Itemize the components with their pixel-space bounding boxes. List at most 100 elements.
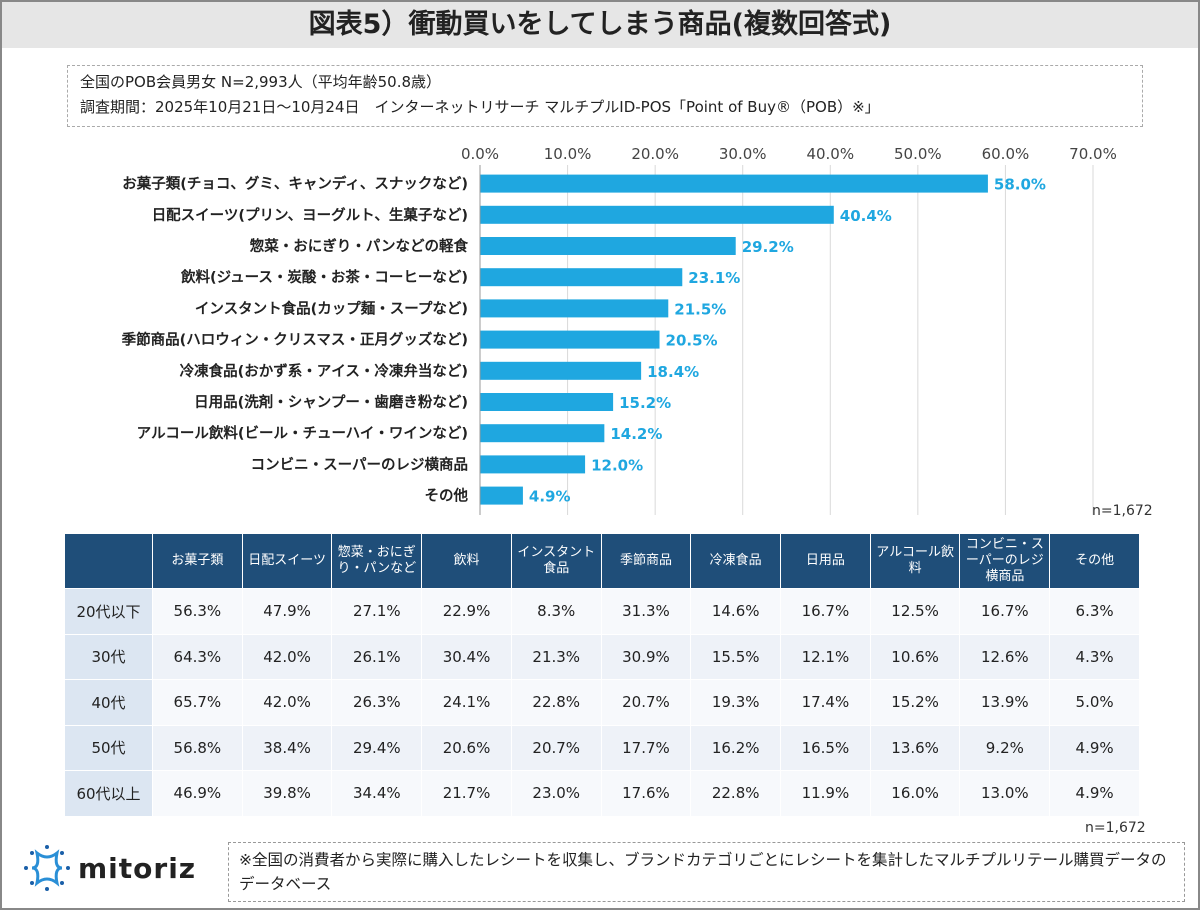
- table-cell: 8.3%: [510, 588, 602, 635]
- table-cell: 4.9%: [1049, 724, 1140, 771]
- data-label: 58.0%: [994, 176, 1046, 194]
- bar: [480, 455, 586, 474]
- table-row: 30代 64.3% 42.0% 26.1% 30.4% 21.3% 30.9% 15.5% 12…: [64, 633, 1140, 680]
- table-cell: 13.9%: [959, 679, 1051, 726]
- bar: [480, 361, 642, 380]
- table-cell: 19.3%: [690, 679, 782, 726]
- column-header: 飲料: [421, 533, 512, 589]
- x-tick-label: 40.0%: [806, 145, 854, 163]
- table-cell: 17.4%: [780, 679, 871, 726]
- info-line-2: 調査期間：2025年10月21日～10月24日 インターネットリサーチ マルチプ…: [80, 98, 880, 116]
- table-cell: 65.7%: [152, 679, 243, 726]
- bar: [480, 299, 669, 318]
- data-label: 18.4%: [647, 363, 699, 381]
- category-label: コンビニ・スーパーのレジ横商品: [251, 455, 468, 473]
- table-cell: 34.4%: [331, 770, 423, 817]
- x-tick-label: 60.0%: [982, 145, 1030, 163]
- table-cell: 21.3%: [510, 633, 602, 680]
- bar: [480, 237, 736, 255]
- table-cell: 30.4%: [421, 633, 512, 680]
- data-label: 21.5%: [674, 300, 726, 318]
- column-header: 季節商品: [600, 533, 692, 589]
- table-cell: 12.6%: [959, 633, 1051, 680]
- column-header: インスタント食品: [510, 533, 602, 589]
- x-tick-label: 10.0%: [544, 145, 592, 163]
- table-cell: 47.9%: [241, 588, 333, 635]
- table-cell: 12.1%: [780, 633, 871, 680]
- table-cell: 13.0%: [959, 770, 1051, 817]
- column-header: その他: [1049, 533, 1140, 589]
- data-label: 15.2%: [619, 394, 671, 412]
- column-header: [64, 533, 153, 589]
- data-label: 40.4%: [840, 207, 892, 225]
- table-cell: 46.9%: [152, 770, 243, 817]
- row-header: 60代以上: [64, 770, 153, 817]
- logo-mark-icon: [24, 845, 70, 891]
- category-label: その他: [425, 487, 469, 505]
- row-header: 30代: [64, 633, 153, 680]
- table-cell: 16.7%: [780, 588, 871, 635]
- table-cell: 29.4%: [331, 724, 423, 771]
- table-cell: 5.0%: [1049, 679, 1140, 726]
- column-header: コンビニ・スーパーのレジ横商品: [959, 533, 1051, 589]
- table-cell: 39.8%: [241, 770, 333, 817]
- footnote: ※全国の消費者から実際に購入したレシートを収集し、ブランドカテゴリごとにレシート…: [228, 842, 1185, 902]
- data-label: 20.5%: [666, 332, 718, 350]
- info-line-1: 全国のPOB会員男女 N=2,993人（平均年齢50.8歳）: [80, 73, 442, 91]
- age-breakdown-table: お菓子類 日配スイーツ 惣菜・おにぎり・パンなど 飲料 インスタント食品 季節商品 冷凍食品…: [64, 533, 1140, 817]
- table-cell: 31.3%: [600, 588, 692, 635]
- bar: [480, 268, 683, 287]
- table-cell: 6.3%: [1049, 588, 1140, 635]
- table-cell: 24.1%: [421, 679, 512, 726]
- table-cell: 10.6%: [869, 633, 961, 680]
- table-cell: 22.8%: [510, 679, 602, 726]
- x-tick-label: 70.0%: [1069, 145, 1117, 163]
- column-header: 冷凍食品: [690, 533, 782, 589]
- table-cell: 17.6%: [600, 770, 692, 817]
- page-title: 図表5）衝動買いをしてしまう商品(複数回答式): [2, 2, 1198, 48]
- table-cell: 14.6%: [690, 588, 782, 635]
- category-label: 日配スイーツ(プリン、ヨーグルト、生菓子など): [152, 206, 468, 224]
- table-cell: 56.8%: [152, 724, 243, 771]
- chart-sample-size: n=1,672: [1092, 503, 1153, 519]
- table-cell: 64.3%: [152, 633, 243, 680]
- table-cell: 42.0%: [241, 679, 333, 726]
- table-cell: 16.0%: [869, 770, 961, 817]
- table-cell: 26.3%: [331, 679, 423, 726]
- column-header: アルコール飲料: [869, 533, 961, 589]
- table-cell: 38.4%: [241, 724, 333, 771]
- table-cell: 20.7%: [600, 679, 692, 726]
- category-label: 惣菜・おにぎり・パンなどの軽食: [250, 237, 469, 255]
- bar: [480, 424, 605, 443]
- table-cell: 56.3%: [152, 588, 243, 635]
- table-row: 60代以上 46.9% 39.8% 34.4% 21.7% 23.0% 17.6% 22.8%…: [64, 770, 1140, 817]
- table-cell: 20.6%: [421, 724, 512, 771]
- category-label: 日用品(洗剤・シャンプー・歯磨き粉など): [194, 393, 468, 411]
- row-header: 40代: [64, 679, 153, 726]
- column-header: 日配スイーツ: [241, 533, 333, 589]
- table-cell: 12.5%: [869, 588, 961, 635]
- table-cell: 21.7%: [421, 770, 512, 817]
- table-cell: 20.7%: [510, 724, 602, 771]
- data-label: 14.2%: [610, 425, 662, 443]
- data-label: 29.2%: [742, 238, 794, 256]
- table-cell: 23.0%: [510, 770, 602, 817]
- table-sample-size: n=1,672: [1085, 820, 1146, 836]
- table-cell: 27.1%: [331, 588, 423, 635]
- table-cell: 22.9%: [421, 588, 512, 635]
- table-cell: 30.9%: [600, 633, 692, 680]
- column-header: 日用品: [780, 533, 871, 589]
- logo-text: mitoriz: [78, 851, 197, 885]
- data-label: 12.0%: [591, 456, 643, 474]
- table-row: 50代 56.8% 38.4% 29.4% 20.6% 20.7% 17.7% 16.2% 16…: [64, 724, 1140, 771]
- table-cell: 9.2%: [959, 724, 1051, 771]
- table-cell: 13.6%: [869, 724, 961, 771]
- x-tick-label: 20.0%: [631, 145, 679, 163]
- column-header: お菓子類: [152, 533, 243, 589]
- bar-chart: 0.0% 10.0% 20.0% 30.0% 40.0% 50.0% 60.0% 70.0% 5…: [122, 145, 1117, 515]
- bar: [480, 205, 834, 224]
- table-cell: 15.5%: [690, 633, 782, 680]
- mitoriz-logo: mitoriz: [22, 843, 196, 893]
- category-label: アルコール飲料(ビール・チューハイ・ワインなど): [137, 424, 468, 442]
